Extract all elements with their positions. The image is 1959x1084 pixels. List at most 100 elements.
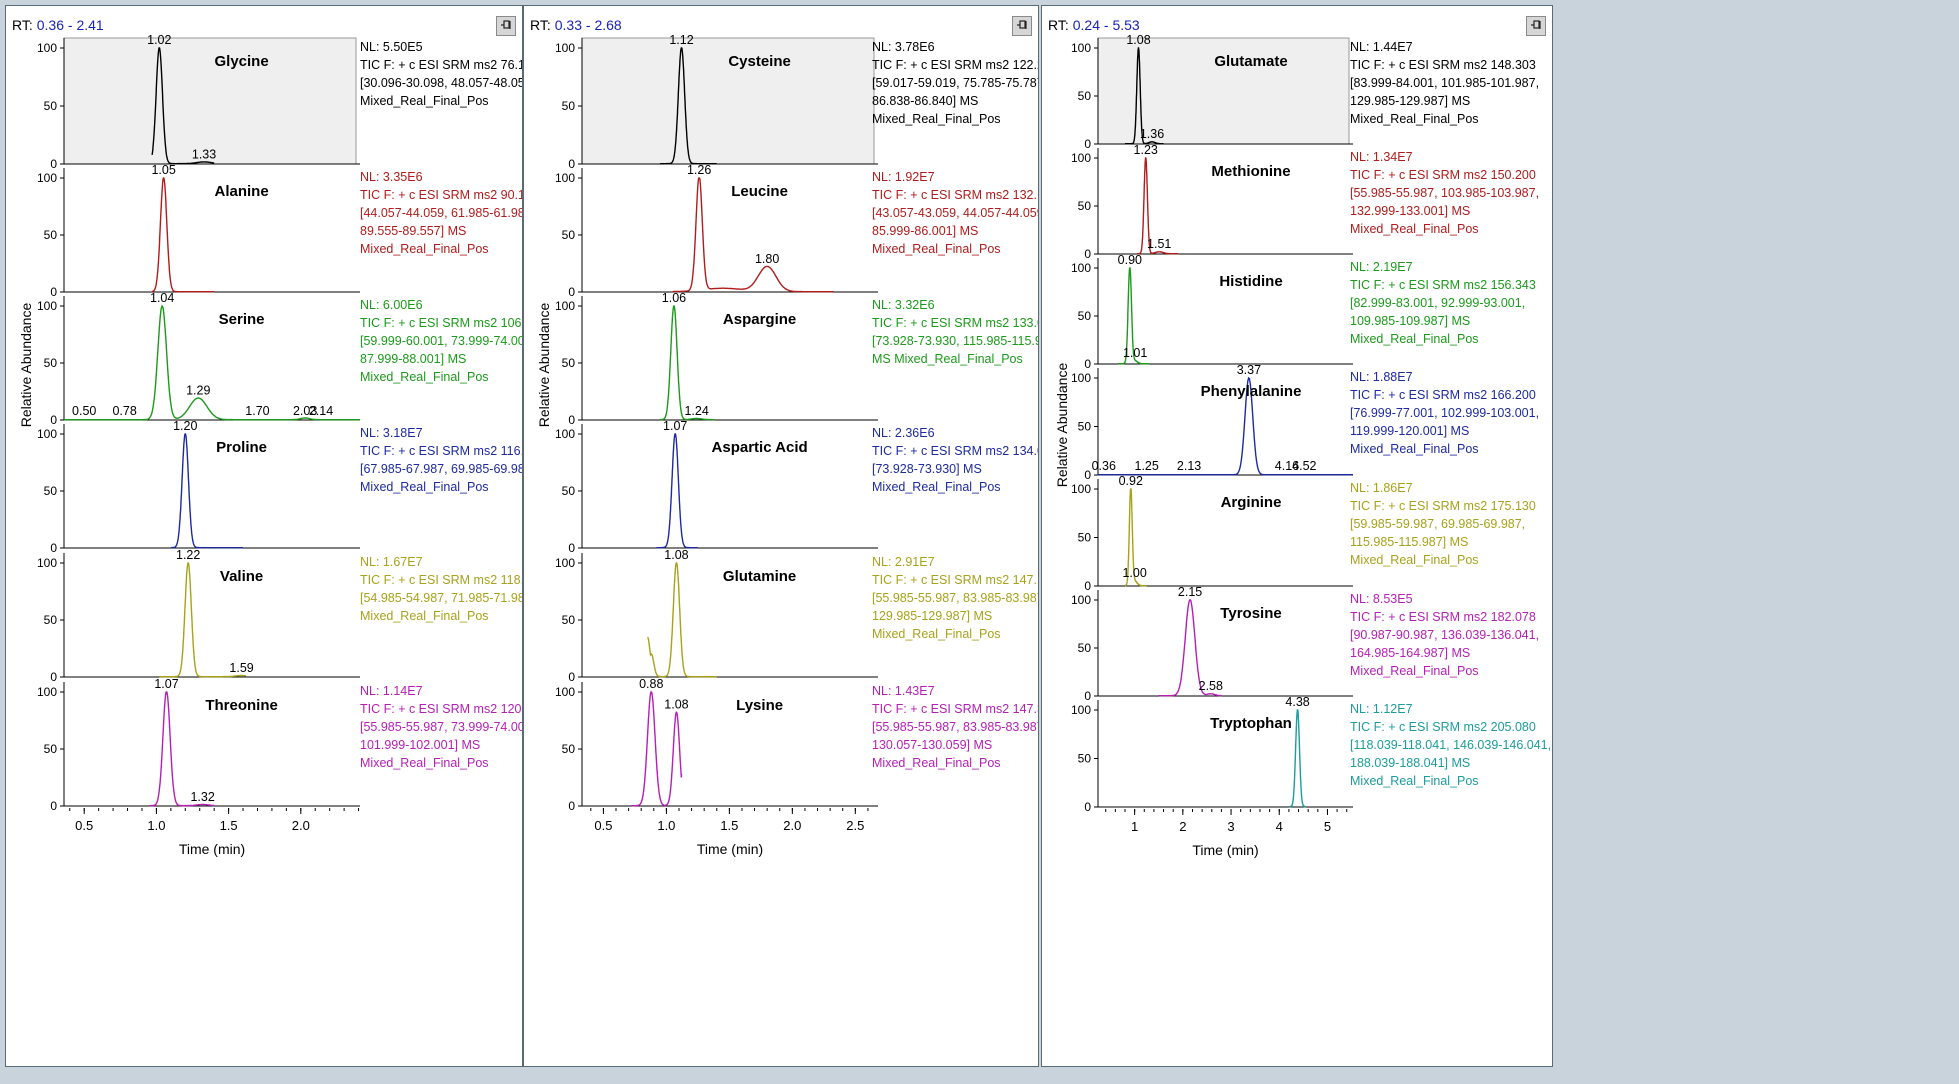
- trace-alanine[interactable]: 0 50 100 1.05 Alanine NL: 3.35E6 TIC F: + c ES…: [6, 163, 523, 299]
- trace-info: NL: 8.53E5 TIC F: + c ESI SRM ms2 182.078…: [1350, 590, 1539, 680]
- trace-info: NL: 1.67E7 TIC F: + c ESI SRM ms2 118.200…: [360, 553, 522, 625]
- peak-label: 1.12: [669, 33, 693, 47]
- pin-button[interactable]: [1012, 16, 1032, 36]
- trace-methionine[interactable]: 0 50 100 1.23 1.51 Methionine NL: 1.34E7 TIC F:…: [1042, 143, 1552, 261]
- y-tick-label: 100: [37, 41, 57, 55]
- filter-line: 89.555-89.557] MS: [360, 224, 467, 238]
- peak-label: 4.16: [1275, 459, 1299, 473]
- filter-line: [44.057-44.059, 61.985-61.987,: [360, 206, 523, 220]
- pin-button[interactable]: [1526, 16, 1546, 36]
- peak-label: 2.14: [309, 404, 333, 418]
- y-tick-label: 50: [1078, 89, 1092, 103]
- filter-line: Mixed_Real_Final_Pos: [1350, 553, 1479, 567]
- y-tick-label: 100: [1071, 371, 1091, 385]
- y-tick-label: 50: [562, 99, 576, 113]
- compound-name: Threonine: [205, 697, 278, 714]
- filter-line: [67.985-67.987, 69.985-69.987] MS: [360, 462, 522, 476]
- peak-label: 2.03: [293, 404, 317, 418]
- y-tick-label: 100: [1071, 482, 1091, 496]
- compound-name: Histidine: [1219, 273, 1282, 290]
- filter-line: 85.999-86.001] MS: [872, 224, 979, 238]
- y-tick-label: 0: [1084, 800, 1091, 814]
- filter-line: TIC F: + c ESI SRM ms2 205.080: [1350, 720, 1536, 734]
- chromatogram-panel-1: RT: 0.36 - 2.41 Relative Abundance 0 50 100 1.…: [5, 5, 523, 1067]
- trace-tyrosine[interactable]: 0 50 100 2.15 2.58 Tyrosine NL: 8.53E5 TIC F: +…: [1042, 585, 1552, 703]
- x-tick-label: 1.5: [220, 818, 238, 833]
- compound-name: Glutamate: [1214, 53, 1287, 70]
- filter-line: [55.985-55.987, 83.985-83.987,: [872, 720, 1039, 734]
- peak-label: 2.58: [1199, 679, 1223, 693]
- trace-phenylalanine[interactable]: 0 50 100 0.36 1.25 2.13 3.37 4.16 4.52 Phenylalan…: [1042, 363, 1552, 482]
- trace-serine[interactable]: 0 50 100 0.50 0.78 1.04 1.29 1.70 2.03 2.14 Serine…: [6, 291, 522, 427]
- trace-aspartic-acid[interactable]: 0 50 100 1.07 Aspartic Acid NL: 2.36E6 TIC F: …: [524, 419, 1038, 555]
- nl-value: NL: 2.91E7: [872, 555, 935, 569]
- y-tick-label: 50: [1078, 309, 1092, 323]
- filter-line: 129.985-129.987] MS: [872, 609, 993, 623]
- filter-line: TIC F: + c ESI SRM ms2 116.283: [360, 444, 522, 458]
- filter-line: 188.039-188.041] MS: [1350, 756, 1471, 770]
- rt-range-value[interactable]: 0.33 - 2.68: [554, 17, 622, 33]
- filter-line: Mixed_Real_Final_Pos: [360, 370, 489, 384]
- x-tick-label: 0.5: [75, 818, 93, 833]
- filter-line: [83.999-84.001, 101.985-101.987,: [1350, 76, 1540, 90]
- trace-glutamine[interactable]: 0 50 100 1.08 Glutamine NL: 2.91E7 TIC F: + c …: [524, 548, 1038, 684]
- y-tick-label: 50: [1078, 531, 1092, 545]
- trace-aspargine[interactable]: 0 50 100 1.06 1.24 Aspargine NL: 3.32E6 TIC F: …: [524, 291, 1038, 427]
- filter-line: Mixed_Real_Final_Pos: [872, 756, 1001, 770]
- y-tick-label: 50: [44, 484, 58, 498]
- pin-button[interactable]: [496, 16, 516, 36]
- filter-line: Mixed_Real_Final_Pos: [1350, 112, 1479, 126]
- filter-line: [59.017-59.019, 75.785-75.787,: [872, 76, 1039, 90]
- rt-range-header: RT: 0.36 - 2.41: [12, 17, 104, 33]
- filter-line: Mixed_Real_Final_Pos: [360, 480, 489, 494]
- trace-threonine[interactable]: 0 50 100 1.07 1.32 Threonine NL: 1.14E7 TIC F: …: [6, 677, 522, 813]
- peak-label: 1.22: [176, 548, 200, 562]
- rt-range-value[interactable]: 0.36 - 2.41: [36, 17, 104, 33]
- pin-icon: [1531, 20, 1541, 29]
- trace-info: NL: 3.32E6 TIC F: + c ESI SRM ms2 133.080…: [872, 296, 1038, 368]
- trace-glutamate[interactable]: 0 50 100 1.08 1.36 Glutamate NL: 1.44E7 TIC F: …: [1042, 33, 1552, 151]
- trace-proline[interactable]: 0 50 100 1.20 Proline NL: 3.18E7 TIC F: + c ES…: [6, 419, 522, 555]
- trace-valine[interactable]: 0 50 100 1.22 1.59 Valine NL: 1.67E7 TIC F: + c…: [6, 548, 522, 684]
- y-tick-label: 50: [562, 228, 576, 242]
- trace-plot: 0 50 100 0.50 0.78 1.04 1.29 1.70 2.032.14 Serine: [37, 291, 360, 427]
- trace-tryptophan[interactable]: 0 50 100 4.38 Tryptophan NL: 1.12E7 TIC F: + c…: [1042, 695, 1552, 814]
- peak-label: 1.20: [173, 419, 197, 433]
- chromatogram-panel-2: RT: 0.33 - 2.68 Relative Abundance 0 50 100 1.…: [523, 5, 1039, 1067]
- rt-label: RT:: [12, 17, 33, 33]
- x-axis-label: Time (min): [179, 841, 245, 857]
- filter-line: 129.985-129.987] MS: [1350, 94, 1471, 108]
- filter-line: TIC F: + c ESI SRM ms2 118.200: [360, 573, 522, 587]
- trace-lysine[interactable]: 0 50 100 0.88 1.08 Lysine NL: 1.43E7 TIC F: + c…: [524, 677, 1039, 813]
- y-tick-label: 100: [1071, 703, 1091, 717]
- filter-line: Mixed_Real_Final_Pos: [360, 94, 489, 108]
- y-tick-label: 50: [44, 356, 58, 370]
- peak-label: 1.08: [664, 698, 688, 712]
- trace-glycine[interactable]: 0 50 100 1.02 1.33 Glycine NL: 5.50E5 TIC F: + …: [6, 33, 522, 171]
- trace-histidine[interactable]: 0 50 100 0.90 1.01 Histidine NL: 2.19E7 TIC F: …: [1042, 253, 1552, 371]
- compound-name: Glutamine: [723, 568, 796, 585]
- peak-label: 1.24: [684, 404, 708, 418]
- filter-line: 130.057-130.059] MS: [872, 738, 993, 752]
- peak-label: 1.07: [663, 419, 687, 433]
- compound-name: Serine: [219, 311, 265, 328]
- y-tick-label: 100: [1071, 593, 1091, 607]
- filter-line: [73.928-73.930] MS: [872, 462, 982, 476]
- peak-label: 4.38: [1285, 695, 1309, 709]
- y-tick-label: 50: [1078, 641, 1092, 655]
- filter-line: [73.928-73.930, 115.985-115.987]: [872, 334, 1038, 348]
- trace-cysteine[interactable]: 0 50 100 1.12 Cysteine NL: 3.78E6 TIC F: + c E…: [524, 33, 1039, 171]
- y-tick-label: 50: [44, 742, 58, 756]
- trace-plot: 0 50 100 1.08 1.36 Glutamate: [1071, 33, 1353, 151]
- filter-line: MS Mixed_Real_Final_Pos: [872, 352, 1023, 366]
- rt-range-value[interactable]: 0.24 - 5.53: [1072, 17, 1140, 33]
- compound-name: Phenylalanine: [1201, 383, 1302, 400]
- y-tick-label: 50: [562, 613, 576, 627]
- trace-leucine[interactable]: 0 50 100 1.26 1.80 Leucine NL: 1.92E7 TIC F: + …: [524, 163, 1038, 299]
- filter-line: Mixed_Real_Final_Pos: [872, 627, 1001, 641]
- filter-line: [30.096-30.098, 48.057-48.059] MS: [360, 76, 522, 90]
- peak-label: 1.32: [190, 790, 214, 804]
- y-tick-label: 50: [1078, 752, 1092, 766]
- trace-arginine[interactable]: 0 50 100 0.92 1.00 Arginine NL: 1.86E7 TIC F: +…: [1042, 474, 1552, 593]
- peak-label: 1.26: [687, 163, 711, 177]
